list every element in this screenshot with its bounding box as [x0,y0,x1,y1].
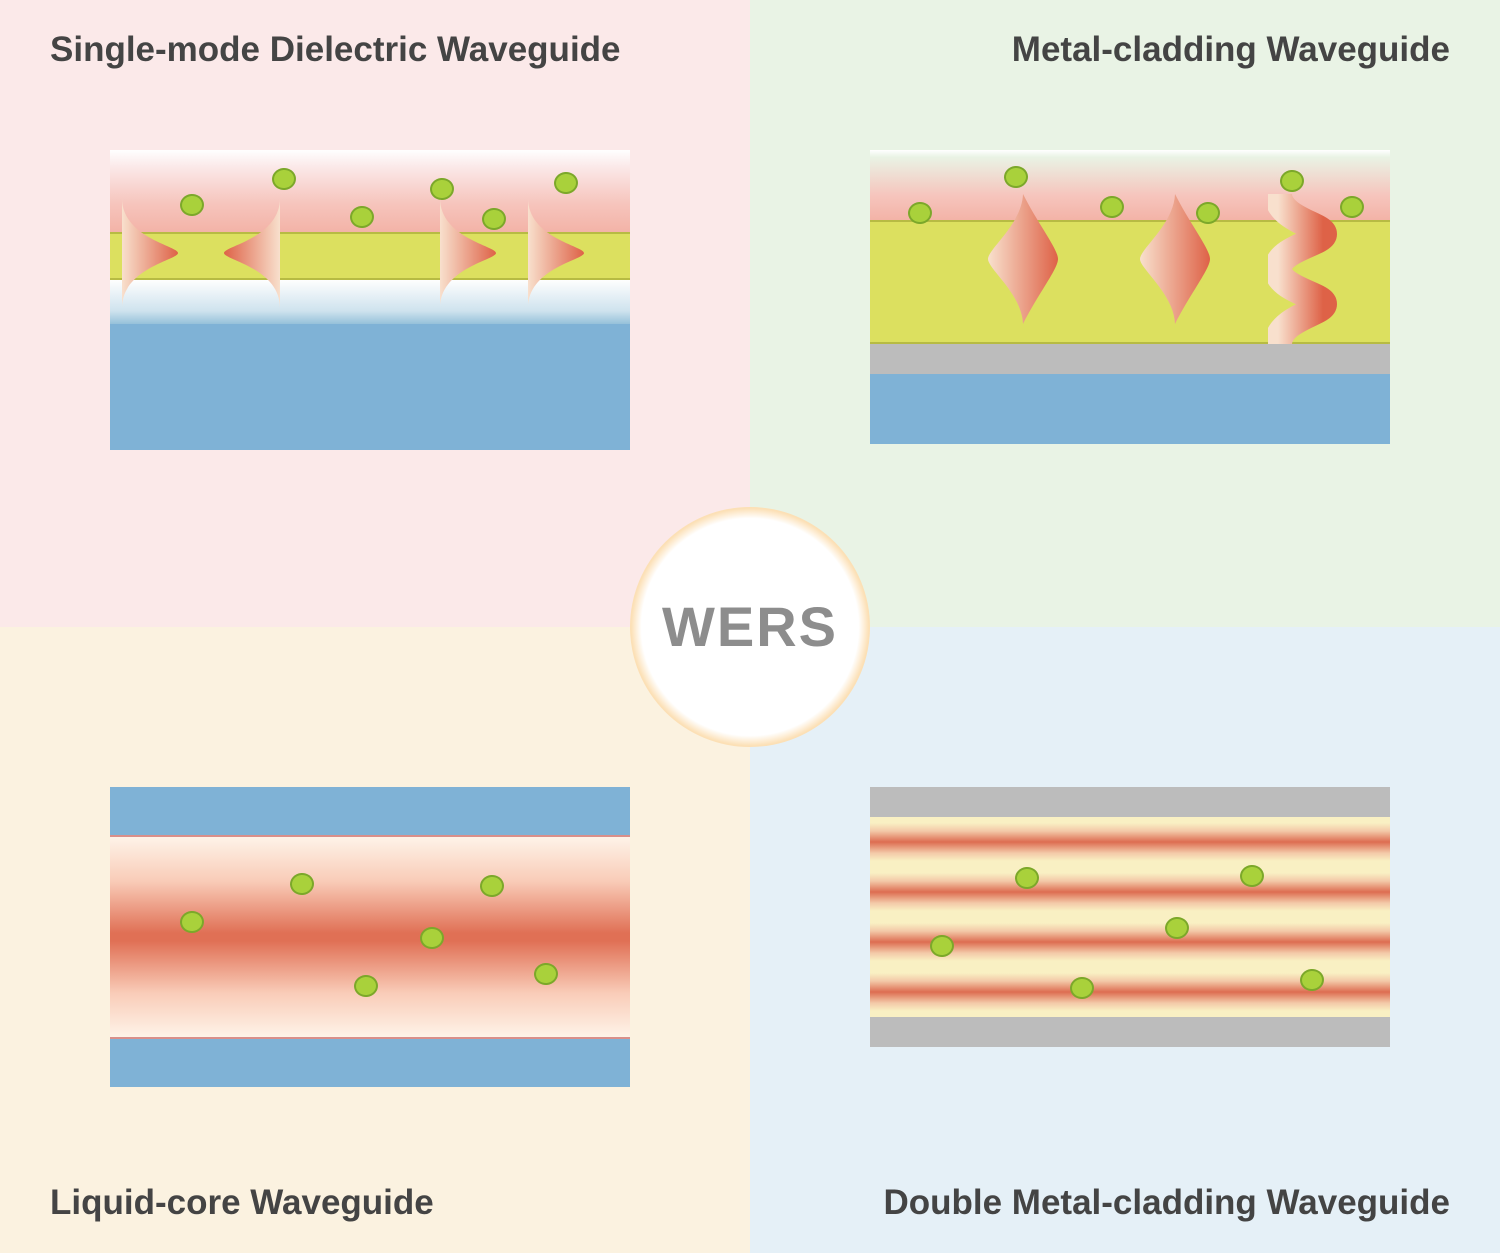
mode-profile [436,198,492,313]
lc-cladding-bottom [110,1039,630,1087]
mode-profile [988,194,1044,329]
diagram-liquid-core [110,787,630,1087]
lc-cladding-top [110,787,630,835]
diagram-double-metal [870,787,1390,1087]
diagram-single-mode [110,150,630,450]
center-badge: WERS [630,507,870,747]
layer-substrate [110,324,630,450]
lc-liquid-core [110,835,630,1039]
wers-grid: Single-mode Dielectric Waveguide [0,0,1500,1253]
panel-single-mode-dielectric: Single-mode Dielectric Waveguide [0,0,750,627]
mode-profile [524,198,580,313]
title-metal-cladding: Metal-cladding Waveguide [1012,30,1450,70]
title-single-mode: Single-mode Dielectric Waveguide [50,30,621,70]
diagram-metal-cladding [870,150,1390,450]
panel-double-metal-cladding: Double Metal-cladding Waveguide [750,627,1500,1253]
mode-profile [118,198,174,313]
center-label: WERS [662,594,838,659]
dm-metal-top [870,787,1390,817]
panel-metal-cladding: Metal-cladding Waveguide [750,0,1500,627]
dm-metal-bottom [870,1017,1390,1047]
title-liquid-core: Liquid-core Waveguide [50,1183,434,1223]
layer-substrate [870,374,1390,444]
mode-profile [1268,194,1324,349]
panel-liquid-core: Liquid-core Waveguide [0,627,750,1253]
mode-profile [228,198,284,313]
title-double-metal: Double Metal-cladding Waveguide [883,1183,1450,1223]
mode-profile [1140,194,1196,329]
